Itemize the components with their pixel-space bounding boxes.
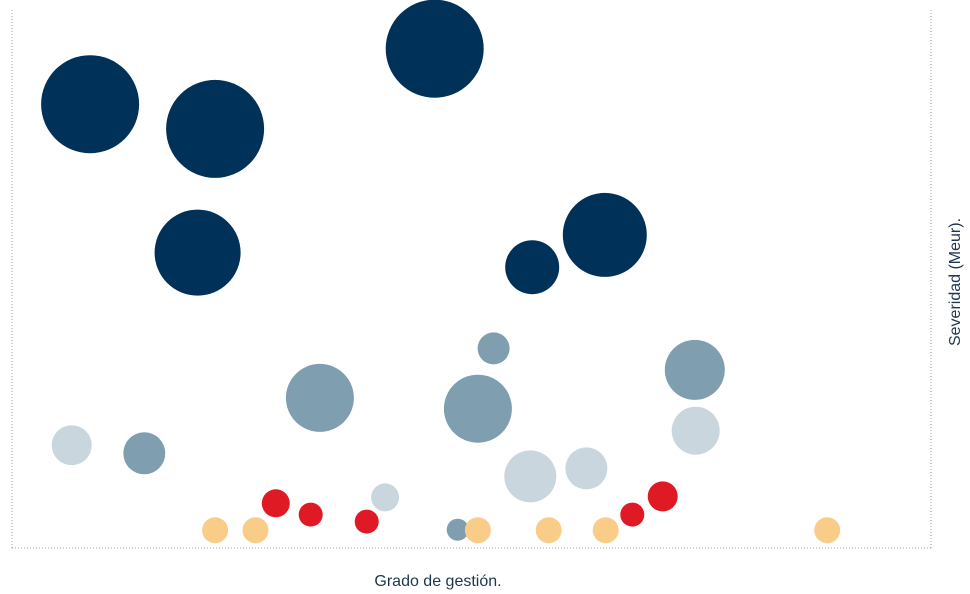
bubble-red (354, 509, 379, 534)
x-axis-label: Grado de gestión. (374, 573, 501, 590)
bubble-red (261, 489, 290, 518)
bubble-steel (443, 374, 512, 443)
bubble-peach (592, 517, 619, 544)
bubble-peach (202, 517, 229, 544)
bubble-navy (41, 55, 140, 154)
bubble-navy (505, 240, 560, 295)
bubble-light (371, 483, 400, 512)
bubble-navy (154, 209, 241, 296)
bubble-light (671, 406, 720, 455)
bubble-steel (446, 518, 469, 541)
bubble-navy (562, 192, 647, 277)
bubble-red (647, 481, 678, 512)
bubble-red (298, 502, 323, 527)
bubble-light (565, 447, 608, 490)
bubble-peach (814, 517, 841, 544)
y-axis-label: Severidad (Meur). (947, 218, 964, 346)
bubbles-layer (41, 0, 841, 544)
bubble-steel (477, 332, 510, 365)
bubble-navy (166, 79, 265, 178)
bubble-navy (385, 0, 484, 98)
bubble-red (620, 502, 645, 527)
bubble-steel (664, 339, 725, 400)
bubble-light (51, 425, 92, 466)
bubble-light (504, 450, 557, 503)
bubble-peach (242, 517, 269, 544)
bubble-peach (535, 517, 562, 544)
bubble-steel (123, 432, 166, 475)
bubble-steel (285, 363, 354, 432)
bubble-peach (464, 517, 491, 544)
